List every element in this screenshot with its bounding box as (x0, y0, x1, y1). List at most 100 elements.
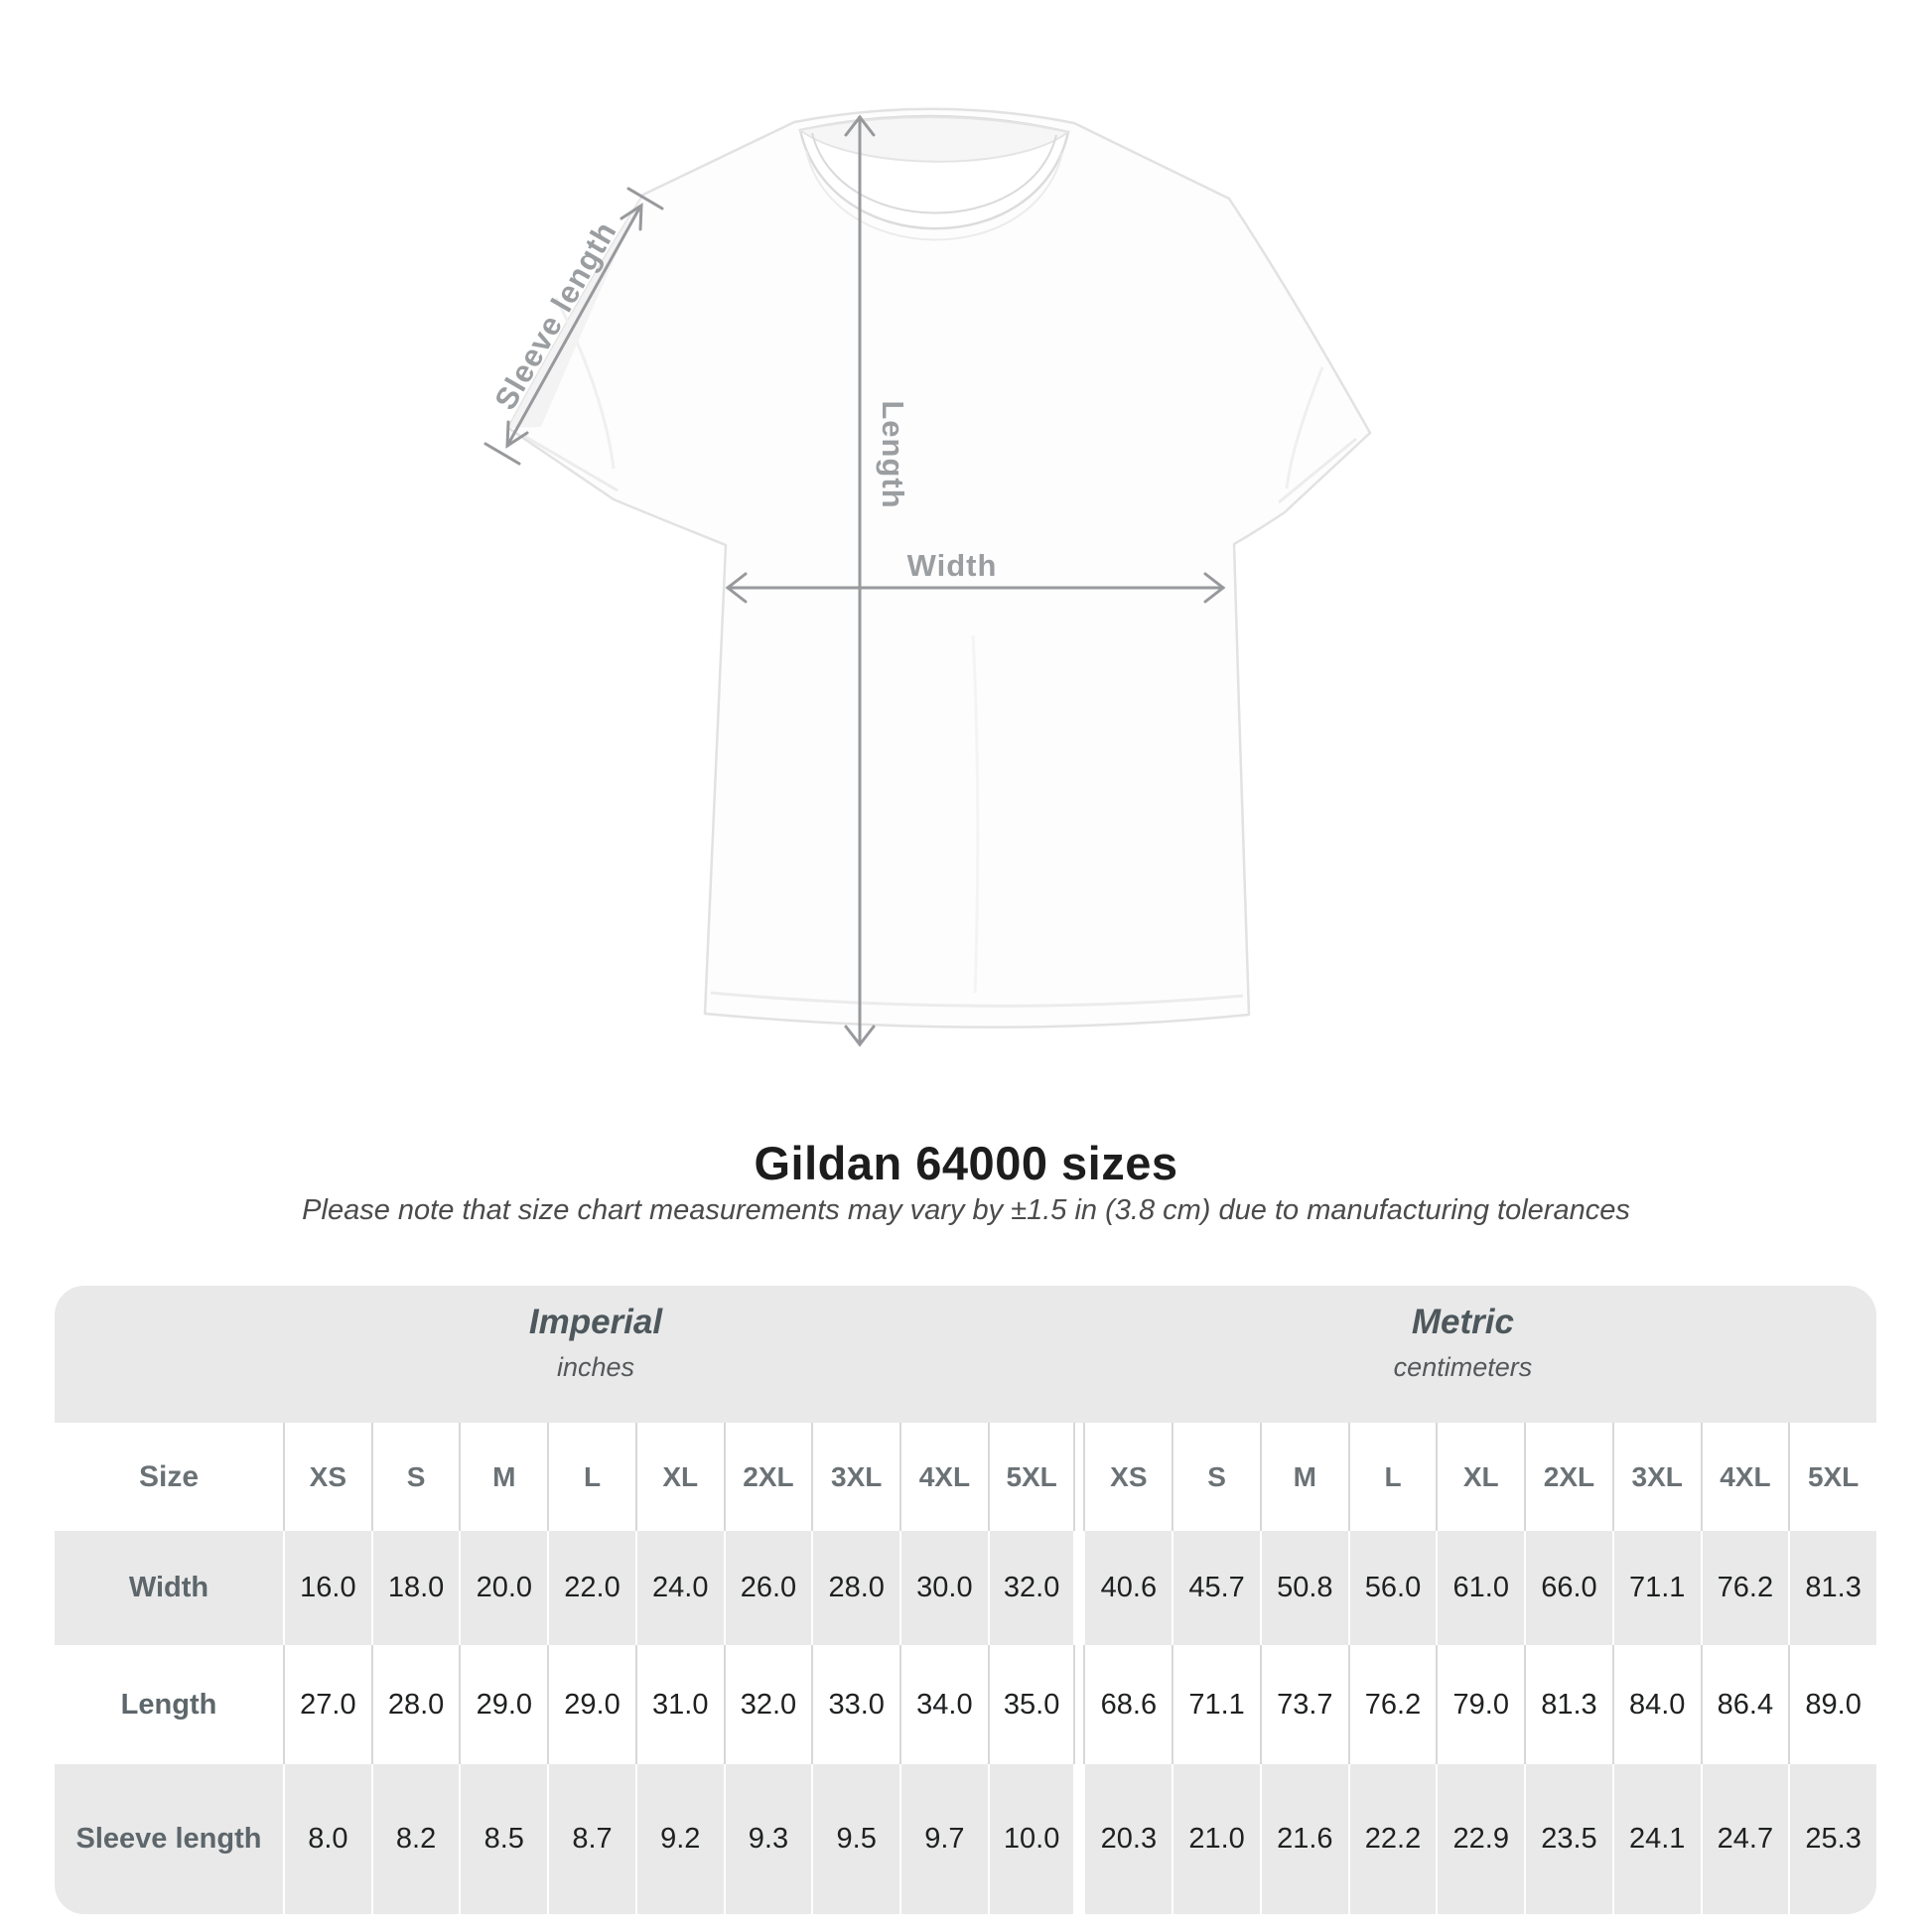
measurement-value: 16.0 (283, 1531, 371, 1645)
measurement-value: 27.0 (283, 1645, 371, 1764)
width-arrow-left (725, 572, 748, 604)
tshirt-body (506, 107, 1372, 1029)
right-sleeve-stitch (1278, 437, 1357, 504)
size-column-header: 3XL (1611, 1423, 1701, 1531)
size-column-header: XS (1083, 1423, 1172, 1531)
measurement-value: 73.7 (1259, 1645, 1348, 1764)
measurement-value: 35.0 (987, 1645, 1076, 1764)
size-table: Imperial inches Metric centimeters Size X… (55, 1286, 1876, 1914)
measurement-value: 8.2 (370, 1764, 460, 1914)
measurement-value: 26.0 (723, 1531, 812, 1645)
measurement-value: 9.3 (723, 1764, 812, 1914)
measurement-row-label: Width (128, 1572, 209, 1603)
hem-stitch (710, 991, 1244, 1008)
measurement-value: 22.9 (1436, 1764, 1524, 1914)
sleeve-line (505, 205, 642, 448)
measurement-value: 23.5 (1524, 1764, 1612, 1914)
size-column-header: 5XL (987, 1423, 1076, 1531)
table-row: Width 16.0 18.0 20.0 22.0 24.0 26.0 28.0 30.0 32.… (55, 1531, 1876, 1645)
measurement-value: 9.7 (899, 1764, 988, 1914)
measurement-value: 20.3 (1083, 1764, 1172, 1914)
metric-header: Metric (1411, 1303, 1514, 1341)
left-sleeve-stitch (521, 433, 619, 492)
unit-group-metric: Metric centimeters (1394, 1286, 1533, 1383)
measurement-value: 10.0 (987, 1764, 1076, 1914)
unit-group-imperial: Imperial inches (529, 1286, 662, 1383)
size-column-header: XS (283, 1423, 371, 1531)
measurement-value: 89.0 (1788, 1645, 1876, 1764)
measurement-value: 8.0 (283, 1764, 371, 1914)
left-sleeve-fold (554, 297, 616, 470)
measurement-value: 71.1 (1611, 1531, 1701, 1645)
measurement-value: 86.4 (1700, 1645, 1789, 1764)
left-shoulder-shade (508, 195, 643, 428)
measurement-row-label: Length (120, 1688, 217, 1721)
measurement-value: 24.0 (634, 1531, 724, 1645)
measurement-value: 18.0 (370, 1531, 460, 1645)
sleeve-tick-lower (483, 442, 521, 466)
measurement-value: 40.6 (1083, 1531, 1172, 1645)
size-column-header: L (1347, 1423, 1437, 1531)
length-arrow-bottom (844, 1025, 876, 1047)
measurement-value: 25.3 (1788, 1764, 1876, 1914)
measurement-value: 76.2 (1347, 1645, 1437, 1764)
measurement-value: 9.5 (811, 1764, 899, 1914)
size-row-label: Size (138, 1459, 200, 1493)
measurement-value: 32.0 (723, 1645, 812, 1764)
length-arrow-top (844, 114, 876, 137)
metric-unit: centimeters (1393, 1352, 1533, 1382)
size-table-body: Size XS S M L XL 2XL 3XL 4XL 5XL XS S M L XL 2XL 3XL 4XL 5… (55, 1423, 1876, 1914)
size-column-header: M (459, 1423, 547, 1531)
measurement-value: 22.2 (1347, 1764, 1437, 1914)
size-column-header: S (1172, 1423, 1260, 1531)
measurement-value: 31.0 (634, 1645, 724, 1764)
measurement-value: 76.2 (1700, 1531, 1789, 1645)
unit-group-divider (1075, 1645, 1084, 1764)
measurement-value: 24.1 (1611, 1764, 1701, 1914)
measurement-value: 71.1 (1172, 1645, 1260, 1764)
measurement-value: 79.0 (1436, 1645, 1524, 1764)
size-column-header: 3XL (811, 1423, 899, 1531)
size-column-header: M (1259, 1423, 1348, 1531)
length-label: Length (876, 400, 910, 509)
measurement-value: 28.0 (811, 1531, 899, 1645)
measurement-value: 50.8 (1259, 1531, 1348, 1645)
right-sleeve-fold (1285, 366, 1324, 489)
table-row: Size XS S M L XL 2XL 3XL 4XL 5XL XS S M L XL 2XL 3XL 4XL 5… (55, 1423, 1876, 1531)
collar-stitch (805, 150, 1063, 241)
measurement-value: 29.0 (459, 1645, 547, 1764)
measurement-value: 45.7 (1172, 1531, 1260, 1645)
measurement-value: 61.0 (1436, 1531, 1524, 1645)
measurement-value: 56.0 (1347, 1531, 1437, 1645)
sleeve-tick-upper (626, 187, 664, 210)
size-column-header: 4XL (1700, 1423, 1789, 1531)
unit-group-divider (1075, 1764, 1084, 1914)
measurement-value: 28.0 (370, 1645, 460, 1764)
measurement-value: 21.6 (1259, 1764, 1348, 1914)
torso-fold (971, 634, 980, 994)
size-column-header: 2XL (723, 1423, 812, 1531)
tolerance-note: Please note that size chart measurements… (302, 1194, 1630, 1226)
size-column-header: S (370, 1423, 460, 1531)
imperial-unit: inches (556, 1352, 635, 1382)
measurement-value: 84.0 (1611, 1645, 1701, 1764)
measurement-value: 33.0 (811, 1645, 899, 1764)
size-column-header: 2XL (1524, 1423, 1612, 1531)
size-column-header: 4XL (899, 1423, 988, 1531)
table-row: Length 27.0 28.0 29.0 29.0 31.0 32.0 33.0 34.0 35… (55, 1645, 1876, 1764)
sleeve-arrow-upper (620, 203, 643, 231)
imperial-header: Imperial (528, 1303, 663, 1341)
width-arrow-right (1203, 572, 1226, 604)
size-column-header: XL (1436, 1423, 1524, 1531)
unit-group-divider (1075, 1531, 1084, 1645)
measurement-value: 29.0 (547, 1645, 635, 1764)
measurement-value: 81.3 (1524, 1645, 1612, 1764)
unit-header-band: Imperial inches Metric centimeters (55, 1286, 1876, 1423)
dimension-lines (483, 114, 1226, 1047)
measurement-value: 24.7 (1700, 1764, 1789, 1914)
measurement-value: 68.6 (1083, 1645, 1172, 1764)
measurement-value: 8.7 (547, 1764, 635, 1914)
measurement-value: 32.0 (987, 1531, 1076, 1645)
measurement-value: 66.0 (1524, 1531, 1612, 1645)
